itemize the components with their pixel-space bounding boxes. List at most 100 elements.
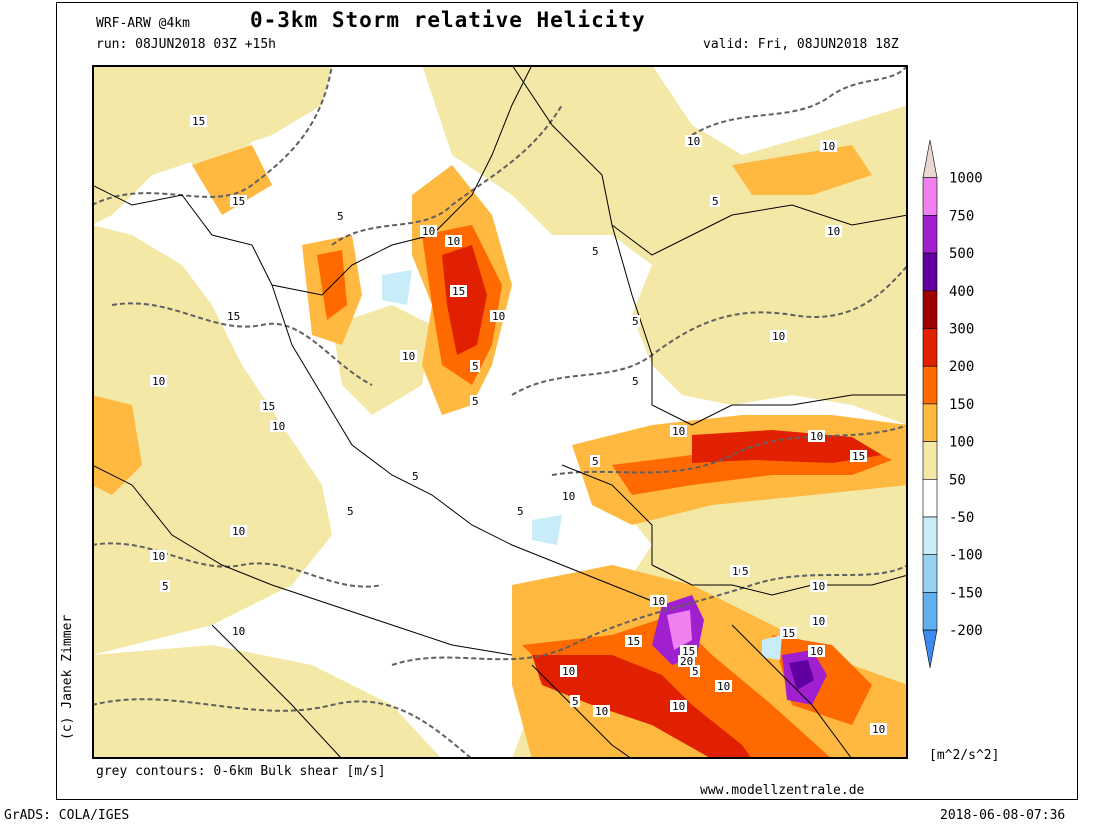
- contour-label-bg: [230, 195, 247, 207]
- contour-label: 10: [232, 525, 245, 538]
- contour-label: 10: [810, 645, 823, 658]
- legend-bin: [922, 478, 938, 518]
- legend-label: 750: [949, 208, 974, 224]
- contour-label-bg: [515, 505, 525, 517]
- contour-label-bg: [685, 135, 702, 147]
- contour-label-bg: [400, 350, 417, 362]
- contour-label-bg: [740, 565, 750, 577]
- contour-label: 15: [262, 400, 275, 413]
- contour-label-bg: [808, 430, 825, 442]
- legend-bin: [922, 516, 938, 556]
- contour-label: 10: [810, 430, 823, 443]
- legend-bin: [922, 290, 938, 329]
- legend-label: 100: [949, 435, 974, 451]
- legend-bin: [922, 177, 938, 216]
- legend-label: 500: [949, 246, 974, 262]
- plot-frame: [56, 2, 1078, 800]
- helicity-legend: 1000 750 500 400 300 200 150 100 50 -50 -100 -150 -2…: [922, 140, 983, 668]
- contour-label: 10: [672, 425, 685, 438]
- legend-unit: [m^2/s^2]: [929, 748, 1000, 763]
- contour-label-bg: [670, 700, 687, 712]
- contour-label: 5: [472, 360, 479, 373]
- legend-bin: [922, 403, 938, 442]
- model-label: WRF-ARW @4km: [96, 16, 190, 31]
- contour-label-bg: [470, 360, 480, 372]
- contour-label-bg: [590, 455, 600, 467]
- contour-label-bg: [230, 625, 247, 637]
- legend-bin: [922, 328, 938, 367]
- contour-label-bg: [680, 645, 697, 657]
- contour-label-bg: [345, 505, 355, 517]
- helicity-map: 15 15 5 10 10 15 10 15 10 5 5 10 15 10 10 5 5 10 10 5 10 15 10…: [92, 65, 908, 759]
- contour-label: 5: [347, 505, 354, 518]
- contour-label-bg: [230, 525, 247, 537]
- run-label: run: 08JUN2018 03Z +15h: [96, 37, 277, 52]
- contour-label: 5: [162, 580, 169, 593]
- contour-label: 5: [337, 210, 344, 223]
- contour-label-bg: [560, 665, 577, 677]
- contour-label-bg: [650, 595, 667, 607]
- legend-bin: [922, 592, 938, 631]
- contour-label: 10: [772, 330, 785, 343]
- contour-label: 15: [232, 195, 245, 208]
- legend-label: -200: [949, 623, 983, 639]
- contour-label-bg: [770, 330, 787, 342]
- legend-label: 50: [949, 472, 966, 488]
- contour-label: 5: [517, 505, 524, 518]
- contour-label: 10: [447, 235, 460, 248]
- legend-bin: [922, 252, 938, 292]
- contour-label-bg: [225, 310, 242, 322]
- legend-bin: [922, 441, 938, 480]
- contour-label: 10: [827, 225, 840, 238]
- contour-label: 10: [232, 625, 245, 638]
- contour-label-bg: [335, 210, 345, 222]
- contour-label-bg: [260, 400, 277, 412]
- legend-label: 200: [949, 359, 974, 375]
- contour-label: 5: [592, 245, 599, 258]
- contour-label: 5: [592, 455, 599, 468]
- contour-label-bg: [490, 310, 507, 322]
- timestamp-label: 2018-06-08-07:36: [940, 808, 1066, 823]
- legend-label: 150: [949, 397, 974, 413]
- contour-label-bg: [810, 615, 827, 627]
- contour-label-bg: [150, 375, 167, 387]
- contour-label-bg: [825, 225, 842, 237]
- bulk-shear-contours: [92, 65, 908, 759]
- contour-label: 10: [687, 135, 700, 148]
- contour-label: 10: [562, 490, 575, 503]
- copyright-label: (c) Janek Zimmer: [60, 614, 75, 740]
- contour-label: 10: [152, 375, 165, 388]
- contour-label: 10: [812, 580, 825, 593]
- legend-bin: [922, 140, 938, 179]
- contour-label-bg: [810, 580, 827, 592]
- contour-label-bg: [678, 655, 695, 667]
- contour-label-bg: [670, 425, 687, 437]
- legend-label: 1000: [949, 171, 983, 187]
- contour-label: 10: [595, 705, 608, 718]
- contour-label-bg: [820, 140, 837, 152]
- contour-label: 10: [562, 665, 575, 678]
- legend-bin: [922, 365, 938, 405]
- legend-label: -100: [949, 548, 983, 564]
- contour-label: 5: [572, 695, 579, 708]
- contour-label: 10: [492, 310, 505, 323]
- contour-label-bg: [630, 315, 640, 327]
- map-title: 0-3km Storm relative Helicity: [250, 8, 646, 32]
- contour-label-bg: [870, 723, 887, 735]
- contour-label-bg: [780, 627, 797, 639]
- contour-labels: 15 15 5 10 10 15 10 15 10 5 5 10 15 10 10 5 5 10 10 5 10 15 10…: [150, 115, 887, 736]
- legend-bin: [922, 554, 938, 593]
- contour-label-bg: [560, 490, 577, 502]
- contour-label: 10: [652, 595, 665, 608]
- contour-label-bg: [590, 245, 600, 257]
- contour-label-bg: [450, 285, 467, 297]
- contour-label: 5: [712, 195, 719, 208]
- helicity-200-300-areas: [442, 245, 882, 759]
- contour-label-bg: [710, 195, 720, 207]
- legend-bin: [922, 629, 938, 668]
- legend-label: -150: [949, 585, 983, 601]
- legend-bin: [922, 215, 938, 254]
- legend-label: 400: [949, 284, 974, 300]
- contour-label-bg: [850, 450, 867, 462]
- legend-label: 300: [949, 322, 974, 338]
